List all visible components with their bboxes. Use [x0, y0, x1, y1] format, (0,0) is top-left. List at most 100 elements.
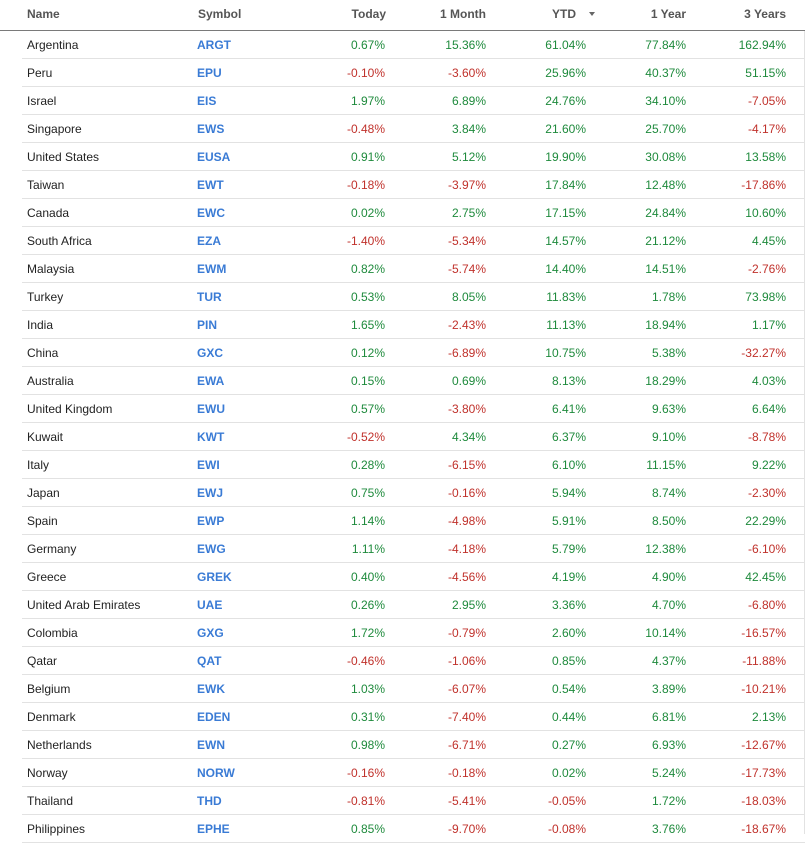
symbol-link[interactable]: GREK [197, 570, 232, 584]
one-year-change: 30.08% [645, 150, 686, 164]
table-row[interactable]: China GXC 0.12% -6.89% 10.75% 5.38% -32.27% [22, 339, 805, 367]
symbol-link[interactable]: EWN [197, 738, 225, 752]
table-row[interactable]: South Africa EZA -1.40% -5.34% 14.57% 21.12% 4… [22, 227, 805, 255]
table-row[interactable]: Argentina ARGT 0.67% 15.36% 61.04% 77.84% 162.… [22, 31, 805, 59]
sort-down-icon[interactable] [589, 12, 595, 16]
table-row[interactable]: United Arab Emirates UAE 0.26% 2.95% 3.36% 4.… [22, 591, 805, 619]
symbol-link[interactable]: TUR [197, 290, 222, 304]
symbol-link[interactable]: ARGT [197, 38, 231, 52]
one-year-change: 10.14% [645, 626, 686, 640]
one-year-change: 25.70% [645, 122, 686, 136]
country-name: China [27, 346, 59, 360]
table-row[interactable]: Singapore EWS -0.48% 3.84% 21.60% 25.70% -4.17… [22, 115, 805, 143]
ytd-change: 24.76% [545, 94, 586, 108]
column-header-name[interactable]: Name [27, 7, 60, 21]
country-name: Japan [27, 486, 60, 500]
symbol-link[interactable]: EWT [197, 178, 224, 192]
country-name: Germany [27, 542, 77, 556]
table-row[interactable]: Spain EWP 1.14% -4.98% 5.91% 8.50% 22.29% [22, 507, 805, 535]
symbol-link[interactable]: THD [197, 794, 222, 808]
symbol-link[interactable]: EWM [197, 262, 227, 276]
table-row[interactable]: Philippines EPHE 0.85% -9.70% -0.08% 3.76% -18… [22, 815, 805, 843]
table-row[interactable]: Israel EIS 1.97% 6.89% 24.76% 34.10% -7.05% [22, 87, 805, 115]
table-row[interactable]: Germany EWG 1.11% -4.18% 5.79% 12.38% -6.10% [22, 535, 805, 563]
symbol-link[interactable]: EWG [197, 542, 226, 556]
column-header-today[interactable]: Today [351, 7, 386, 21]
table-row[interactable]: Italy EWI 0.28% -6.15% 6.10% 11.15% 9.22% [22, 451, 805, 479]
three-year-change: 42.45% [745, 570, 786, 584]
table-row[interactable]: Greece GREK 0.40% -4.56% 4.19% 4.90% 42.45% [22, 563, 805, 591]
symbol-link[interactable]: EWP [197, 514, 225, 528]
three-year-change: -8.78% [747, 430, 786, 444]
symbol-link[interactable]: EUSA [197, 150, 231, 164]
one-month-change: 0.69% [451, 374, 486, 388]
column-header-symbol[interactable]: Symbol [198, 7, 242, 21]
table-row[interactable]: Colombia GXG 1.72% -0.79% 2.60% 10.14% -16.57% [22, 619, 805, 647]
one-month-change: -3.97% [447, 178, 486, 192]
symbol-link[interactable]: NORW [197, 766, 235, 780]
today-change: 1.72% [350, 626, 385, 640]
symbol-link[interactable]: EZA [197, 234, 221, 248]
symbol-link[interactable]: EWK [197, 682, 225, 696]
country-name: Israel [27, 94, 57, 108]
column-header-1-month[interactable]: 1 Month [440, 7, 486, 21]
ytd-change: -0.08% [547, 822, 586, 836]
symbol-link[interactable]: KWT [197, 430, 225, 444]
table-row[interactable]: India PIN 1.65% -2.43% 11.13% 18.94% 1.17% [22, 311, 805, 339]
today-change: 1.65% [350, 318, 385, 332]
today-change: -0.81% [346, 794, 385, 808]
table-row[interactable]: Netherlands EWN 0.98% -6.71% 0.27% 6.93% -12.6… [22, 731, 805, 759]
table-row[interactable]: Malaysia EWM 0.82% -5.74% 14.40% 14.51% -2.76% [22, 255, 805, 283]
one-month-change: -5.34% [447, 234, 486, 248]
symbol-link[interactable]: EWA [197, 374, 225, 388]
one-month-change: 15.36% [445, 38, 486, 52]
symbol-link[interactable]: EPU [197, 66, 222, 80]
table-row[interactable]: Norway NORW -0.16% -0.18% 0.02% 5.24% -17.73% [22, 759, 805, 787]
ytd-change: 0.44% [551, 710, 586, 724]
symbol-link[interactable]: QAT [197, 654, 222, 668]
symbol-link[interactable]: EWU [197, 402, 225, 416]
one-year-change: 12.48% [645, 178, 686, 192]
one-year-change: 5.38% [651, 346, 686, 360]
table-row[interactable]: Japan EWJ 0.75% -0.16% 5.94% 8.74% -2.30% [22, 479, 805, 507]
country-name: South Africa [27, 234, 92, 248]
symbol-link[interactable]: EPHE [197, 822, 230, 836]
column-header-ytd[interactable]: YTD [552, 7, 576, 21]
table-row[interactable]: Belgium EWK 1.03% -6.07% 0.54% 3.89% -10.21% [22, 675, 805, 703]
table-row[interactable]: Turkey TUR 0.53% 8.05% 11.83% 1.78% 73.98% [22, 283, 805, 311]
symbol-link[interactable]: EWS [197, 122, 225, 136]
today-change: 0.85% [350, 822, 385, 836]
table-row[interactable]: Kuwait KWT -0.52% 4.34% 6.37% 9.10% -8.78% [22, 423, 805, 451]
symbol-link[interactable]: UAE [197, 598, 223, 612]
one-month-change: -1.06% [447, 654, 486, 668]
today-change: 0.02% [350, 206, 385, 220]
one-month-change: -5.74% [447, 262, 486, 276]
country-name: United Kingdom [27, 402, 113, 416]
three-year-change: 1.17% [751, 318, 786, 332]
symbol-link[interactable]: PIN [197, 318, 218, 332]
symbol-link[interactable]: EWI [197, 458, 220, 472]
table-row[interactable]: United States EUSA 0.91% 5.12% 19.90% 30.08% 1… [22, 143, 805, 171]
table-row[interactable]: Denmark EDEN 0.31% -7.40% 0.44% 6.81% 2.13% [22, 703, 805, 731]
table-row[interactable]: Taiwan EWT -0.18% -3.97% 17.84% 12.48% -17.86% [22, 171, 805, 199]
table-row[interactable]: Peru EPU -0.10% -3.60% 25.96% 40.37% 51.15% [22, 59, 805, 87]
symbol-link[interactable]: GXG [197, 626, 224, 640]
one-year-change: 18.94% [645, 318, 686, 332]
three-year-change: 9.22% [751, 458, 786, 472]
symbol-link[interactable]: EDEN [197, 710, 231, 724]
table-row[interactable]: Qatar QAT -0.46% -1.06% 0.85% 4.37% -11.88% [22, 647, 805, 675]
table-row[interactable]: United Kingdom EWU 0.57% -3.80% 6.41% 9.63% 6.… [22, 395, 805, 423]
symbol-link[interactable]: EWC [197, 206, 225, 220]
ytd-change: 8.13% [551, 374, 586, 388]
ytd-change: 6.10% [551, 458, 586, 472]
symbol-link[interactable]: EWJ [197, 486, 224, 500]
table-row[interactable]: Australia EWA 0.15% 0.69% 8.13% 18.29% 4.03% [22, 367, 805, 395]
one-year-change: 9.63% [651, 402, 686, 416]
column-header-3-years[interactable]: 3 Years [744, 7, 786, 21]
table-row[interactable]: Thailand THD -0.81% -5.41% -0.05% 1.72% -18.03… [22, 787, 805, 815]
symbol-link[interactable]: GXC [197, 346, 224, 360]
symbol-link[interactable]: EIS [197, 94, 217, 108]
three-year-change: -7.05% [747, 94, 786, 108]
table-row[interactable]: Canada EWC 0.02% 2.75% 17.15% 24.84% 10.60% [22, 199, 805, 227]
column-header-1-year[interactable]: 1 Year [650, 7, 686, 21]
